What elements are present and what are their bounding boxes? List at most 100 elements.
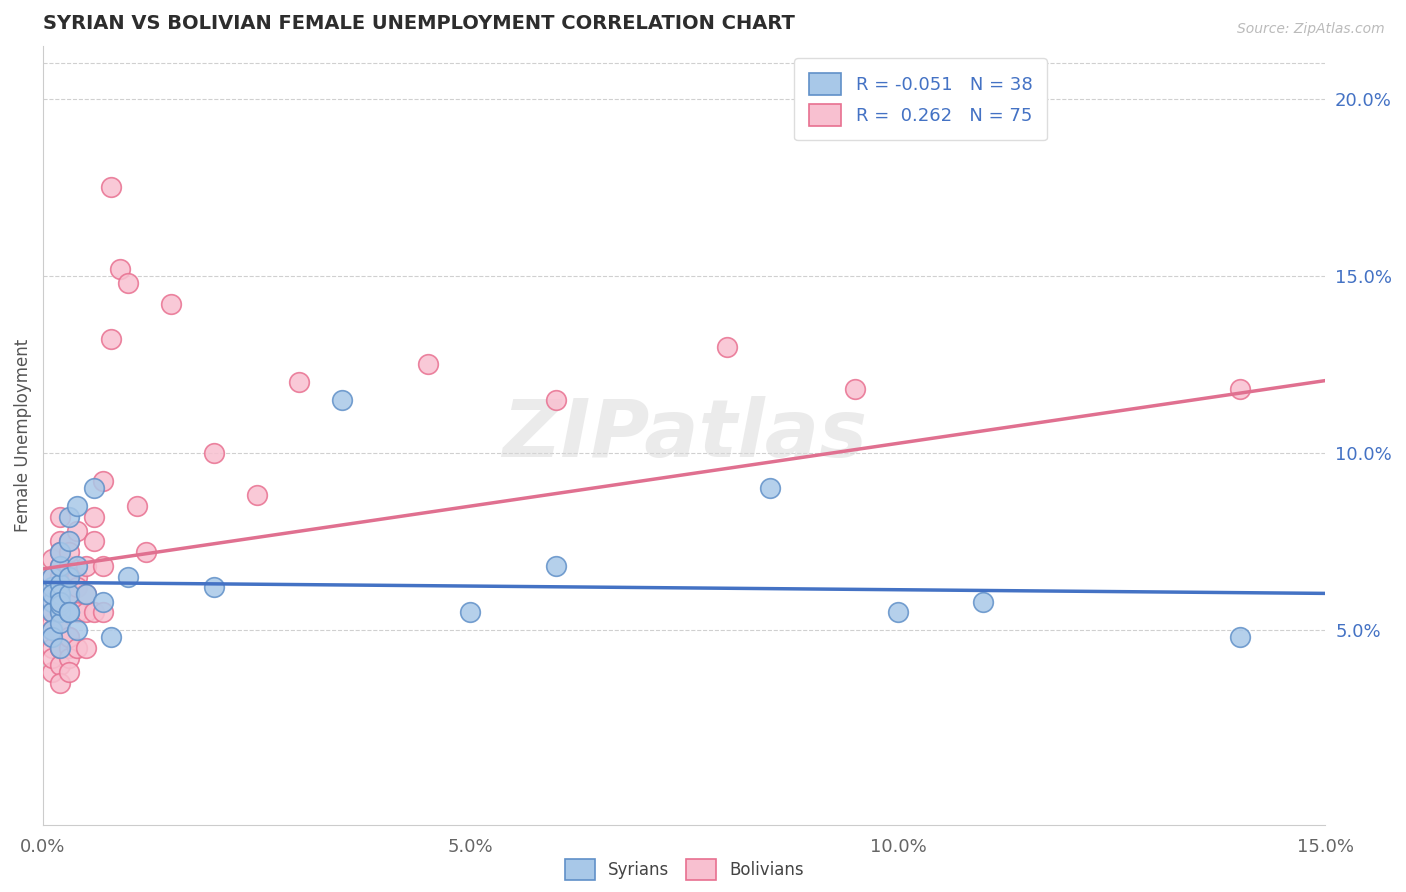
Point — [66, 605, 89, 619]
Point — [41, 640, 63, 655]
Point — [49, 605, 72, 619]
Point — [41, 630, 63, 644]
Point — [100, 180, 122, 194]
Point — [41, 570, 63, 584]
Point — [49, 545, 72, 559]
Point — [49, 577, 72, 591]
Point — [58, 605, 80, 619]
Point — [66, 570, 89, 584]
Point — [91, 605, 114, 619]
Point — [41, 623, 63, 637]
Point — [58, 594, 80, 608]
Point — [41, 665, 63, 680]
Point — [160, 297, 183, 311]
Point — [66, 559, 89, 574]
Point — [125, 499, 148, 513]
Point — [544, 392, 567, 407]
Point — [1229, 630, 1251, 644]
Point — [202, 446, 225, 460]
Point — [58, 630, 80, 644]
Point — [49, 570, 72, 584]
Point — [49, 534, 72, 549]
Point — [49, 570, 72, 584]
Point — [135, 545, 157, 559]
Point — [58, 587, 80, 601]
Point — [58, 509, 80, 524]
Point — [58, 605, 80, 619]
Point — [887, 605, 910, 619]
Point — [41, 605, 63, 619]
Point — [416, 357, 439, 371]
Point — [460, 605, 482, 619]
Point — [41, 580, 63, 594]
Point — [117, 570, 139, 584]
Point — [288, 375, 311, 389]
Point — [58, 534, 80, 549]
Point — [75, 587, 97, 601]
Point — [58, 640, 80, 655]
Point — [91, 474, 114, 488]
Point — [58, 587, 80, 601]
Point — [41, 615, 63, 630]
Point — [49, 605, 72, 619]
Point — [91, 594, 114, 608]
Point — [49, 630, 72, 644]
Point — [49, 676, 72, 690]
Legend: Syrians, Bolivians: Syrians, Bolivians — [558, 853, 810, 887]
Point — [49, 640, 72, 655]
Point — [66, 580, 89, 594]
Point — [41, 594, 63, 608]
Point — [66, 640, 89, 655]
Point — [49, 658, 72, 673]
Point — [58, 570, 80, 584]
Text: SYRIAN VS BOLIVIAN FEMALE UNEMPLOYMENT CORRELATION CHART: SYRIAN VS BOLIVIAN FEMALE UNEMPLOYMENT C… — [44, 14, 794, 33]
Point — [117, 276, 139, 290]
Point — [716, 340, 738, 354]
Point — [844, 382, 866, 396]
Point — [49, 615, 72, 630]
Point — [75, 587, 97, 601]
Point — [83, 605, 105, 619]
Point — [41, 605, 63, 619]
Point — [58, 545, 80, 559]
Text: Source: ZipAtlas.com: Source: ZipAtlas.com — [1237, 22, 1385, 37]
Point — [41, 605, 63, 619]
Point — [58, 570, 80, 584]
Point — [75, 559, 97, 574]
Point — [41, 651, 63, 665]
Point — [49, 587, 72, 601]
Point — [83, 534, 105, 549]
Point — [58, 605, 80, 619]
Point — [108, 261, 131, 276]
Point — [66, 524, 89, 538]
Point — [83, 509, 105, 524]
Point — [544, 559, 567, 574]
Point — [49, 545, 72, 559]
Point — [49, 640, 72, 655]
Point — [41, 570, 63, 584]
Point — [41, 552, 63, 566]
Point — [58, 630, 80, 644]
Point — [49, 594, 72, 608]
Point — [202, 580, 225, 594]
Point — [41, 580, 63, 594]
Point — [66, 623, 89, 637]
Point — [49, 594, 72, 608]
Point — [972, 594, 994, 608]
Point — [41, 587, 63, 601]
Point — [41, 594, 63, 608]
Point — [758, 481, 780, 495]
Point — [49, 598, 72, 612]
Point — [58, 559, 80, 574]
Point — [58, 534, 80, 549]
Text: ZIPatlas: ZIPatlas — [502, 396, 866, 474]
Point — [58, 605, 80, 619]
Point — [330, 392, 353, 407]
Point — [41, 587, 63, 601]
Point — [58, 665, 80, 680]
Point — [100, 630, 122, 644]
Y-axis label: Female Unemployment: Female Unemployment — [14, 338, 32, 532]
Point — [58, 605, 80, 619]
Point — [49, 580, 72, 594]
Point — [58, 651, 80, 665]
